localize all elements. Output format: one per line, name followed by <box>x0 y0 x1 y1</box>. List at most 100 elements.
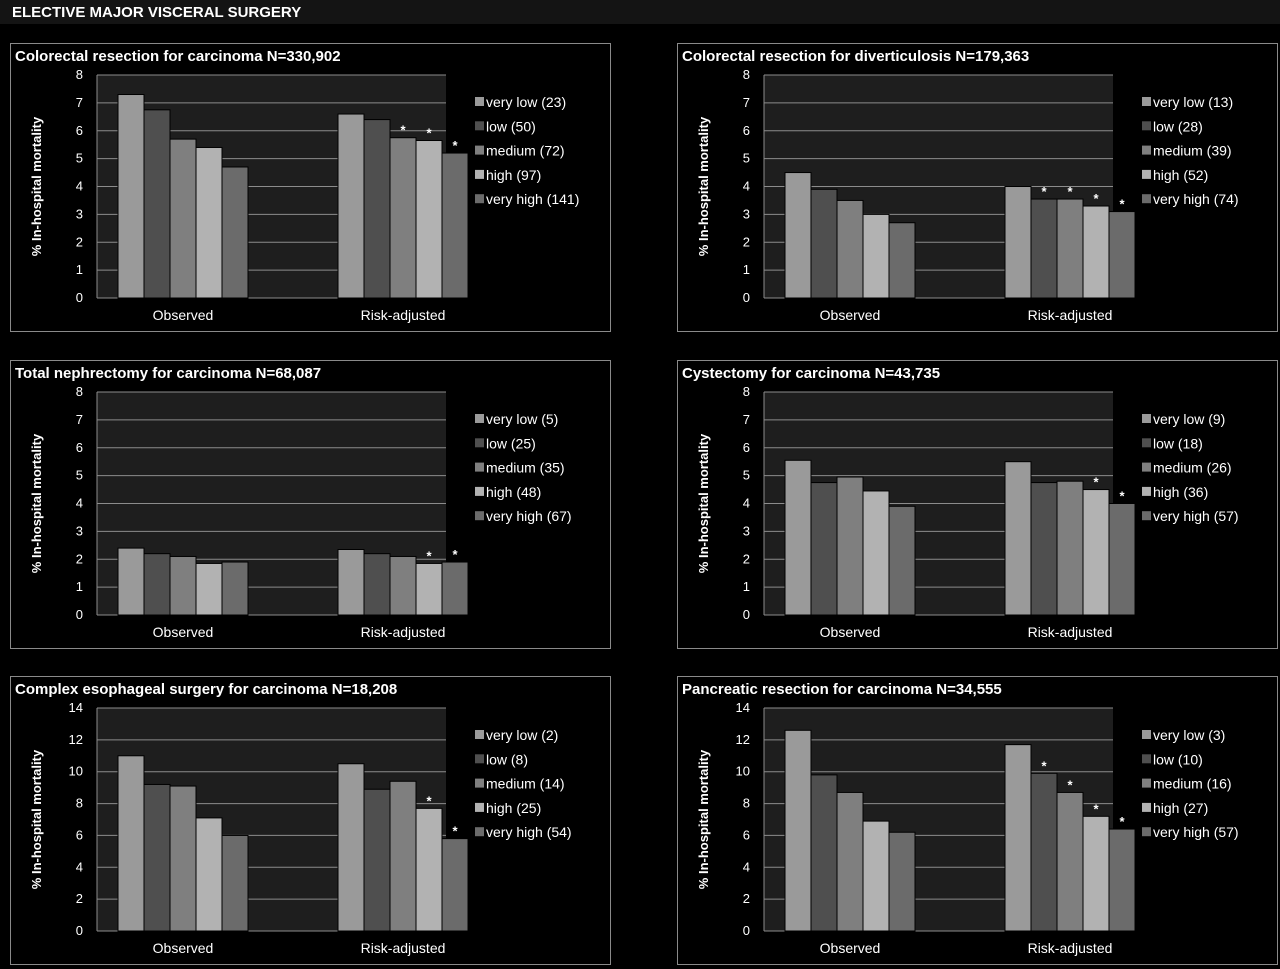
bar <box>169 785 197 932</box>
legend-swatch <box>1142 802 1151 812</box>
y-tick-label: 6 <box>743 123 750 138</box>
legend-swatch <box>1142 511 1151 521</box>
legend-swatch <box>1142 778 1151 788</box>
bar <box>195 562 223 616</box>
y-tick-label: 3 <box>76 206 83 221</box>
x-category-label: Observed <box>820 940 881 956</box>
legend-label: very low (5) <box>486 411 558 427</box>
bar <box>1082 815 1110 932</box>
chart-title: Colorectal resection for carcinoma N=330… <box>15 48 341 65</box>
significance-marker: * <box>452 547 458 562</box>
significance-marker: * <box>1093 191 1099 206</box>
bar <box>337 113 365 299</box>
y-axis-label: % In-hospital mortality <box>29 433 44 573</box>
legend-swatch <box>1142 97 1151 106</box>
bar <box>888 505 916 616</box>
legend-swatch <box>475 169 484 179</box>
significance-marker: * <box>426 793 432 808</box>
bar <box>117 94 145 299</box>
legend-label: very high (57) <box>1153 508 1239 524</box>
y-tick-label: 0 <box>743 923 750 938</box>
y-axis-label: % In-hospital mortality <box>696 749 711 889</box>
bar <box>784 729 812 932</box>
chart-svg: Total nephrectomy for carcinoma N=68,087… <box>15 365 572 640</box>
y-tick-label: 5 <box>76 151 83 166</box>
chart-svg: Colorectal resection for diverticulosis … <box>682 48 1239 323</box>
y-tick-label: 0 <box>76 923 83 938</box>
legend-swatch <box>1142 414 1151 423</box>
legend-swatch <box>475 730 484 739</box>
chart-panel-cystectomy: Cystectomy for carcinoma N=43,735 0 1 2 3 4 5 6… <box>677 360 1278 649</box>
bar <box>415 562 443 616</box>
x-category-label: Observed <box>153 307 214 323</box>
bar <box>1030 482 1058 616</box>
legend-label: low (10) <box>1153 751 1203 767</box>
y-tick-label: 4 <box>76 859 83 874</box>
y-tick-label: 14 <box>69 700 83 715</box>
chart-title: Total nephrectomy for carcinoma N=68,087 <box>15 365 321 382</box>
y-tick-label: 2 <box>76 551 83 566</box>
y-tick-label: 7 <box>76 95 83 110</box>
legend-label: very low (23) <box>486 94 566 110</box>
y-tick-label: 6 <box>76 440 83 455</box>
y-axis-label: % In-hospital mortality <box>29 116 44 256</box>
x-category-label: Risk-adjusted <box>1028 307 1113 323</box>
legend-swatch <box>475 438 484 448</box>
bar <box>836 199 864 299</box>
y-tick-label: 2 <box>76 234 83 249</box>
legend-label: low (8) <box>486 751 528 767</box>
y-axis-label: % In-hospital mortality <box>29 749 44 889</box>
page-header: ELECTIVE MAJOR VISCERAL SURGERY <box>0 0 1280 24</box>
chart-svg: Cystectomy for carcinoma N=43,735 0 1 2 3 4 5 6… <box>682 365 1239 640</box>
legend-swatch <box>475 194 484 204</box>
bar <box>862 213 890 299</box>
bar <box>143 783 171 932</box>
legend-label: very high (74) <box>1153 191 1239 207</box>
bar <box>1108 211 1136 299</box>
bar <box>784 459 812 616</box>
y-tick-label: 8 <box>76 796 83 811</box>
legend-label: very high (54) <box>486 824 572 840</box>
bar <box>389 137 417 299</box>
legend-swatch <box>475 414 484 423</box>
legend-label: low (18) <box>1153 435 1203 451</box>
y-tick-label: 1 <box>76 579 83 594</box>
y-tick-label: 1 <box>76 262 83 277</box>
bar <box>169 138 197 299</box>
significance-marker: * <box>1067 184 1073 199</box>
y-tick-label: 5 <box>76 468 83 483</box>
y-tick-label: 4 <box>743 496 750 511</box>
legend-label: low (25) <box>486 435 536 451</box>
bar <box>169 555 197 616</box>
legend-swatch <box>475 462 484 472</box>
chart-panel-esophageal: Complex esophageal surgery for carcinoma… <box>10 676 611 965</box>
y-tick-label: 5 <box>743 151 750 166</box>
legend-swatch <box>475 511 484 521</box>
legend-label: very high (141) <box>486 191 579 207</box>
bar <box>441 152 469 299</box>
bar <box>221 561 249 616</box>
legend-swatch <box>1142 730 1151 739</box>
significance-marker: * <box>1067 777 1073 792</box>
legend-swatch <box>475 97 484 106</box>
legend-label: very high (67) <box>486 508 572 524</box>
significance-marker: * <box>400 123 406 138</box>
y-tick-label: 4 <box>743 179 750 194</box>
y-tick-label: 10 <box>736 764 750 779</box>
chart-panel-pancreatic: Pancreatic resection for carcinoma N=34,… <box>677 676 1278 965</box>
bar <box>117 547 145 616</box>
bar <box>415 140 443 299</box>
chart-title: Cystectomy for carcinoma N=43,735 <box>682 365 940 382</box>
bar <box>888 222 916 299</box>
x-category-label: Observed <box>153 624 214 640</box>
legend-swatch <box>475 754 484 764</box>
y-tick-label: 4 <box>76 179 83 194</box>
bar <box>862 490 890 616</box>
bar <box>221 834 249 932</box>
bar <box>363 553 391 616</box>
bar <box>337 548 365 616</box>
legend-swatch <box>475 121 484 131</box>
x-category-label: Risk-adjusted <box>361 624 446 640</box>
chart-svg: Pancreatic resection for carcinoma N=34,… <box>682 681 1239 956</box>
significance-marker: * <box>452 824 458 839</box>
